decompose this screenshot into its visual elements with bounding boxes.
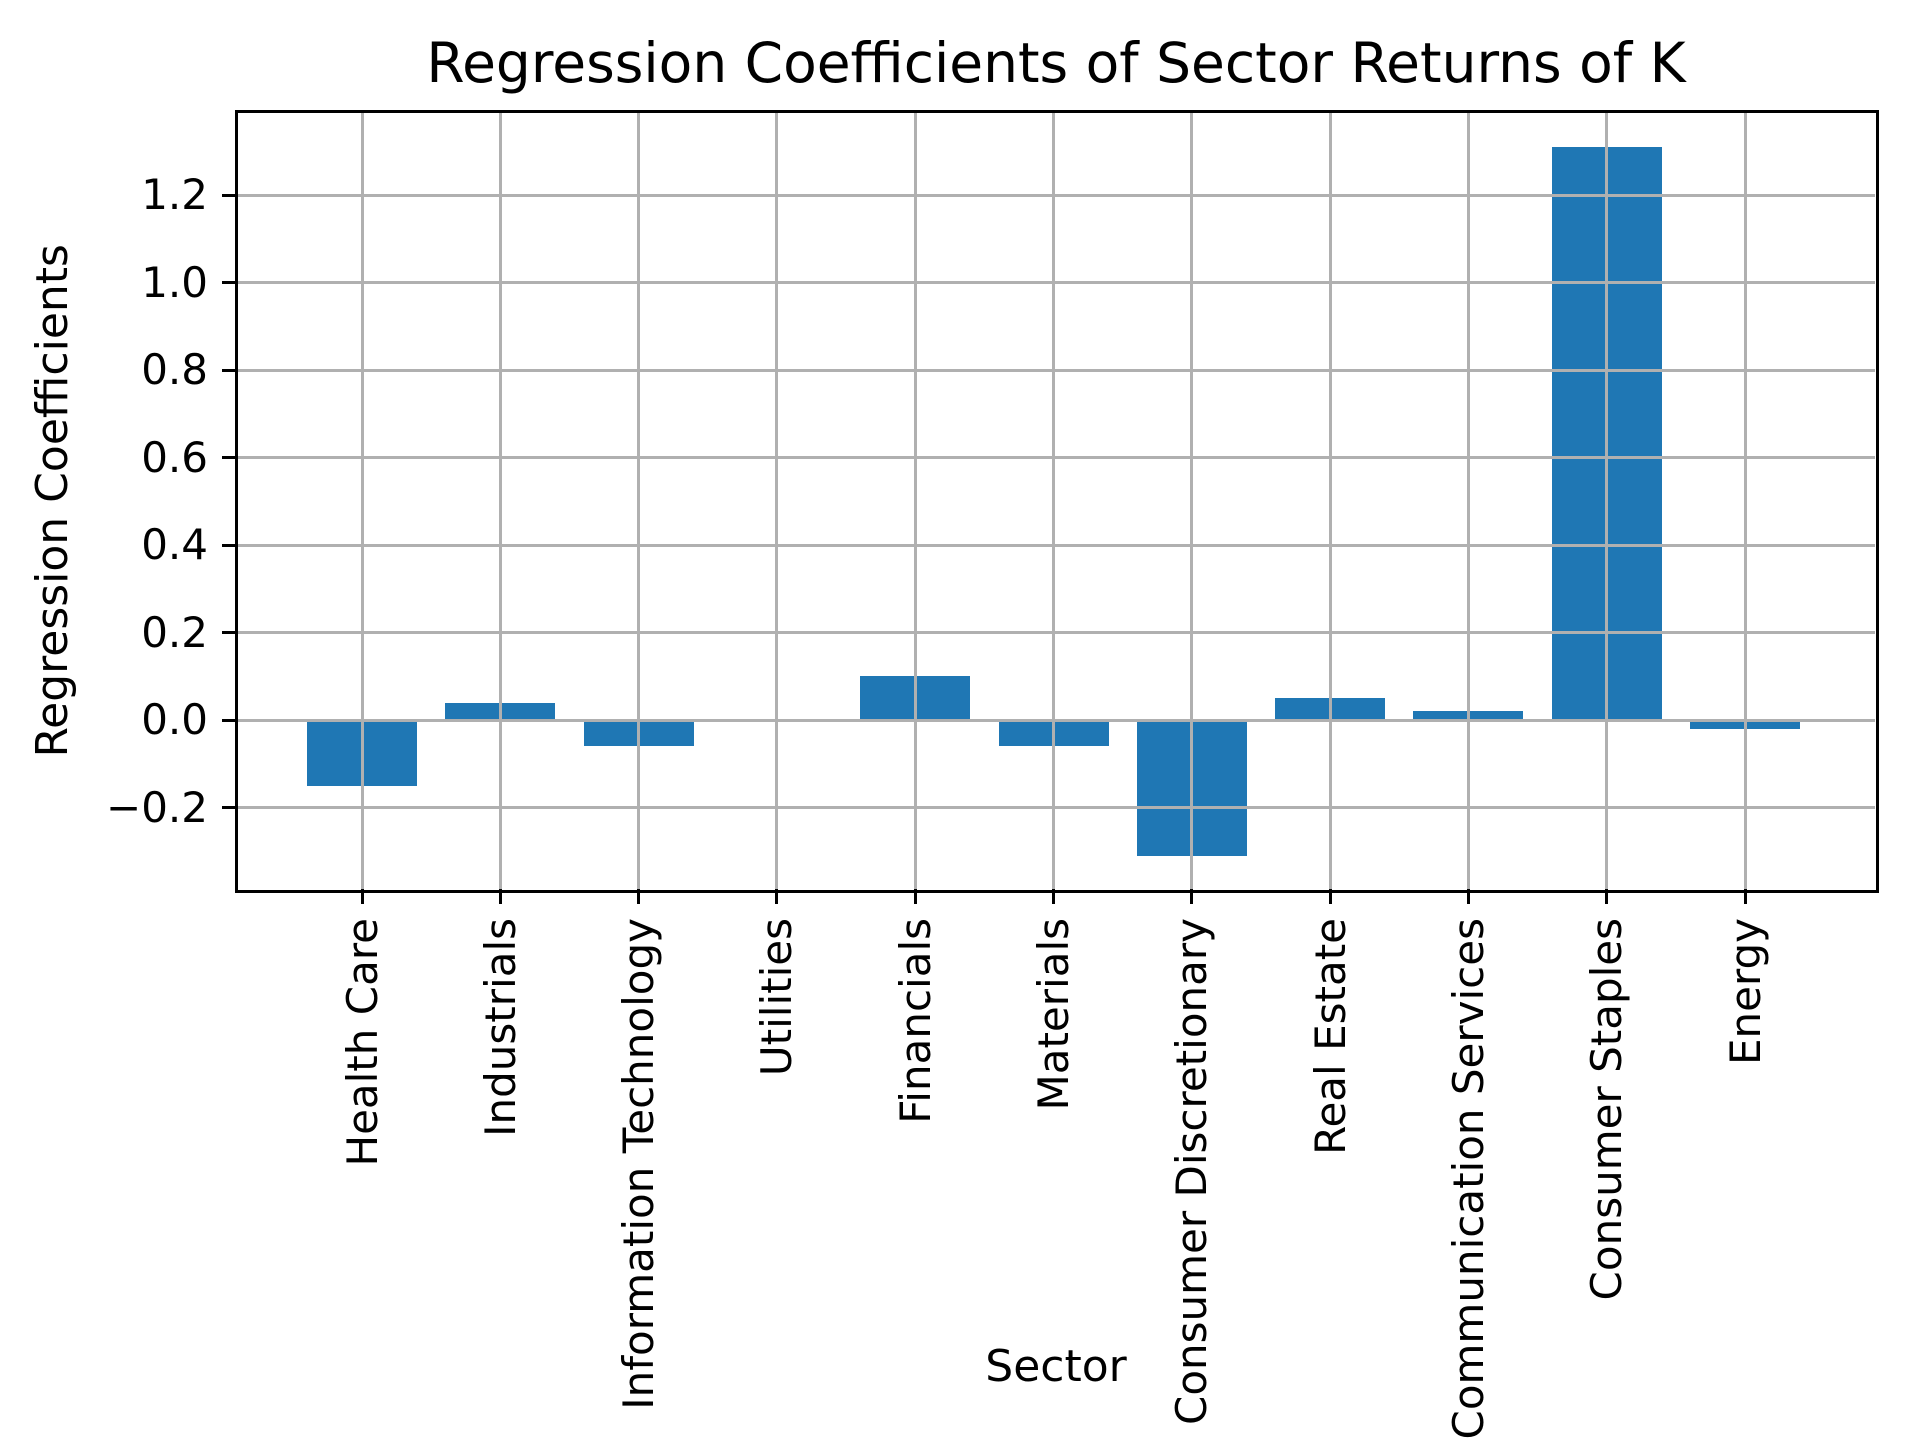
h-gridline-0 bbox=[237, 718, 1875, 722]
v-gridline-health-care bbox=[360, 112, 364, 889]
x-tick-mark-materials bbox=[1052, 889, 1055, 904]
x-tick-mark-communication-services bbox=[1466, 889, 1470, 904]
y-axis-label: Regression Coefficients bbox=[26, 243, 78, 758]
v-gridline-utilities bbox=[775, 112, 779, 889]
x-tick-label-container-consumer-staples: Consumer Staples bbox=[1577, 918, 1637, 1300]
v-gridline-consumer-discretionary bbox=[1190, 112, 1194, 889]
h-gridline-0_6 bbox=[237, 456, 1875, 460]
x-tick-label-health-care: Health Care bbox=[337, 918, 387, 1167]
v-gridline-information-technology bbox=[637, 112, 641, 889]
h-gridline--0_2 bbox=[237, 806, 1875, 810]
x-tick-label-container-information-technology: Information Technology bbox=[609, 918, 669, 1410]
x-tick-mark-real-estate bbox=[1328, 889, 1332, 904]
h-gridline-0_4 bbox=[237, 543, 1875, 547]
x-tick-label-container-health-care: Health Care bbox=[332, 918, 392, 1167]
y-tick-mark-0_4 bbox=[222, 543, 237, 547]
x-tick-label-container-materials: Materials bbox=[1024, 918, 1084, 1111]
x-tick-label-information-technology: Information Technology bbox=[614, 918, 664, 1410]
x-tick-label-materials: Materials bbox=[1029, 918, 1078, 1111]
x-tick-mark-information-technology bbox=[637, 889, 641, 904]
v-gridline-communication-services bbox=[1466, 112, 1470, 889]
h-gridline-1 bbox=[237, 281, 1875, 285]
y-tick-label-0_2: 0.2 bbox=[141, 607, 208, 657]
x-tick-mark-energy bbox=[1743, 889, 1747, 904]
v-gridline-real-estate bbox=[1328, 112, 1332, 889]
x-tick-label-consumer-staples: Consumer Staples bbox=[1582, 918, 1632, 1301]
y-tick-label-0_4: 0.4 bbox=[141, 520, 208, 570]
h-gridline-1_2 bbox=[237, 193, 1875, 197]
y-tick-label-0_8: 0.8 bbox=[141, 345, 208, 395]
y-tick-label--0_2: −0.2 bbox=[106, 782, 208, 832]
x-tick-label-real-estate: Real Estate bbox=[1305, 918, 1355, 1155]
chart-title: Regression Coefficients of Sector Return… bbox=[426, 31, 1686, 95]
y-tick-mark-0 bbox=[222, 718, 237, 722]
v-gridline-financials bbox=[913, 112, 917, 889]
x-tick-mark-utilities bbox=[775, 889, 779, 904]
y-tick-mark-1 bbox=[222, 281, 237, 285]
y-tick-label-1: 1.0 bbox=[141, 257, 208, 307]
x-tick-label-container-real-estate: Real Estate bbox=[1300, 918, 1360, 1155]
v-gridline-industrials bbox=[498, 112, 502, 889]
x-tick-label-container-industrials: Industrials bbox=[470, 918, 530, 1137]
x-tick-label-utilities: Utilities bbox=[752, 918, 802, 1077]
x-tick-label-container-financials: Financials bbox=[885, 918, 945, 1124]
y-tick-mark-1_2 bbox=[222, 193, 237, 197]
y-tick-mark--0_2 bbox=[222, 806, 237, 810]
y-axis-label-container: Regression Coefficients bbox=[22, 112, 82, 889]
x-tick-label-container-energy: Energy bbox=[1715, 918, 1775, 1065]
y-tick-label-0: 0.0 bbox=[141, 695, 208, 745]
h-gridline-0_8 bbox=[237, 368, 1875, 372]
v-gridline-materials bbox=[1052, 112, 1055, 889]
x-tick-mark-financials bbox=[913, 889, 917, 904]
x-tick-mark-consumer-discretionary bbox=[1190, 889, 1194, 904]
y-tick-mark-0_2 bbox=[222, 631, 237, 635]
x-tick-label-container-utilities: Utilities bbox=[747, 918, 807, 1076]
y-tick-mark-0_6 bbox=[222, 456, 237, 460]
y-tick-label-0_6: 0.6 bbox=[141, 432, 208, 482]
y-tick-mark-0_8 bbox=[222, 368, 237, 372]
x-axis-label: Sector bbox=[985, 1341, 1127, 1392]
x-tick-label-financials: Financials bbox=[890, 918, 940, 1124]
x-tick-mark-industrials bbox=[498, 889, 502, 904]
x-tick-label-energy: Energy bbox=[1720, 918, 1770, 1066]
y-tick-label-1_2: 1.2 bbox=[141, 170, 208, 220]
plot-area bbox=[235, 110, 1879, 893]
h-gridline-0_2 bbox=[237, 631, 1875, 635]
x-tick-mark-health-care bbox=[360, 889, 364, 904]
v-gridline-energy bbox=[1743, 112, 1747, 889]
v-gridline-consumer-staples bbox=[1605, 112, 1609, 889]
x-tick-label-industrials: Industrials bbox=[475, 918, 525, 1137]
x-tick-mark-consumer-staples bbox=[1605, 889, 1609, 904]
